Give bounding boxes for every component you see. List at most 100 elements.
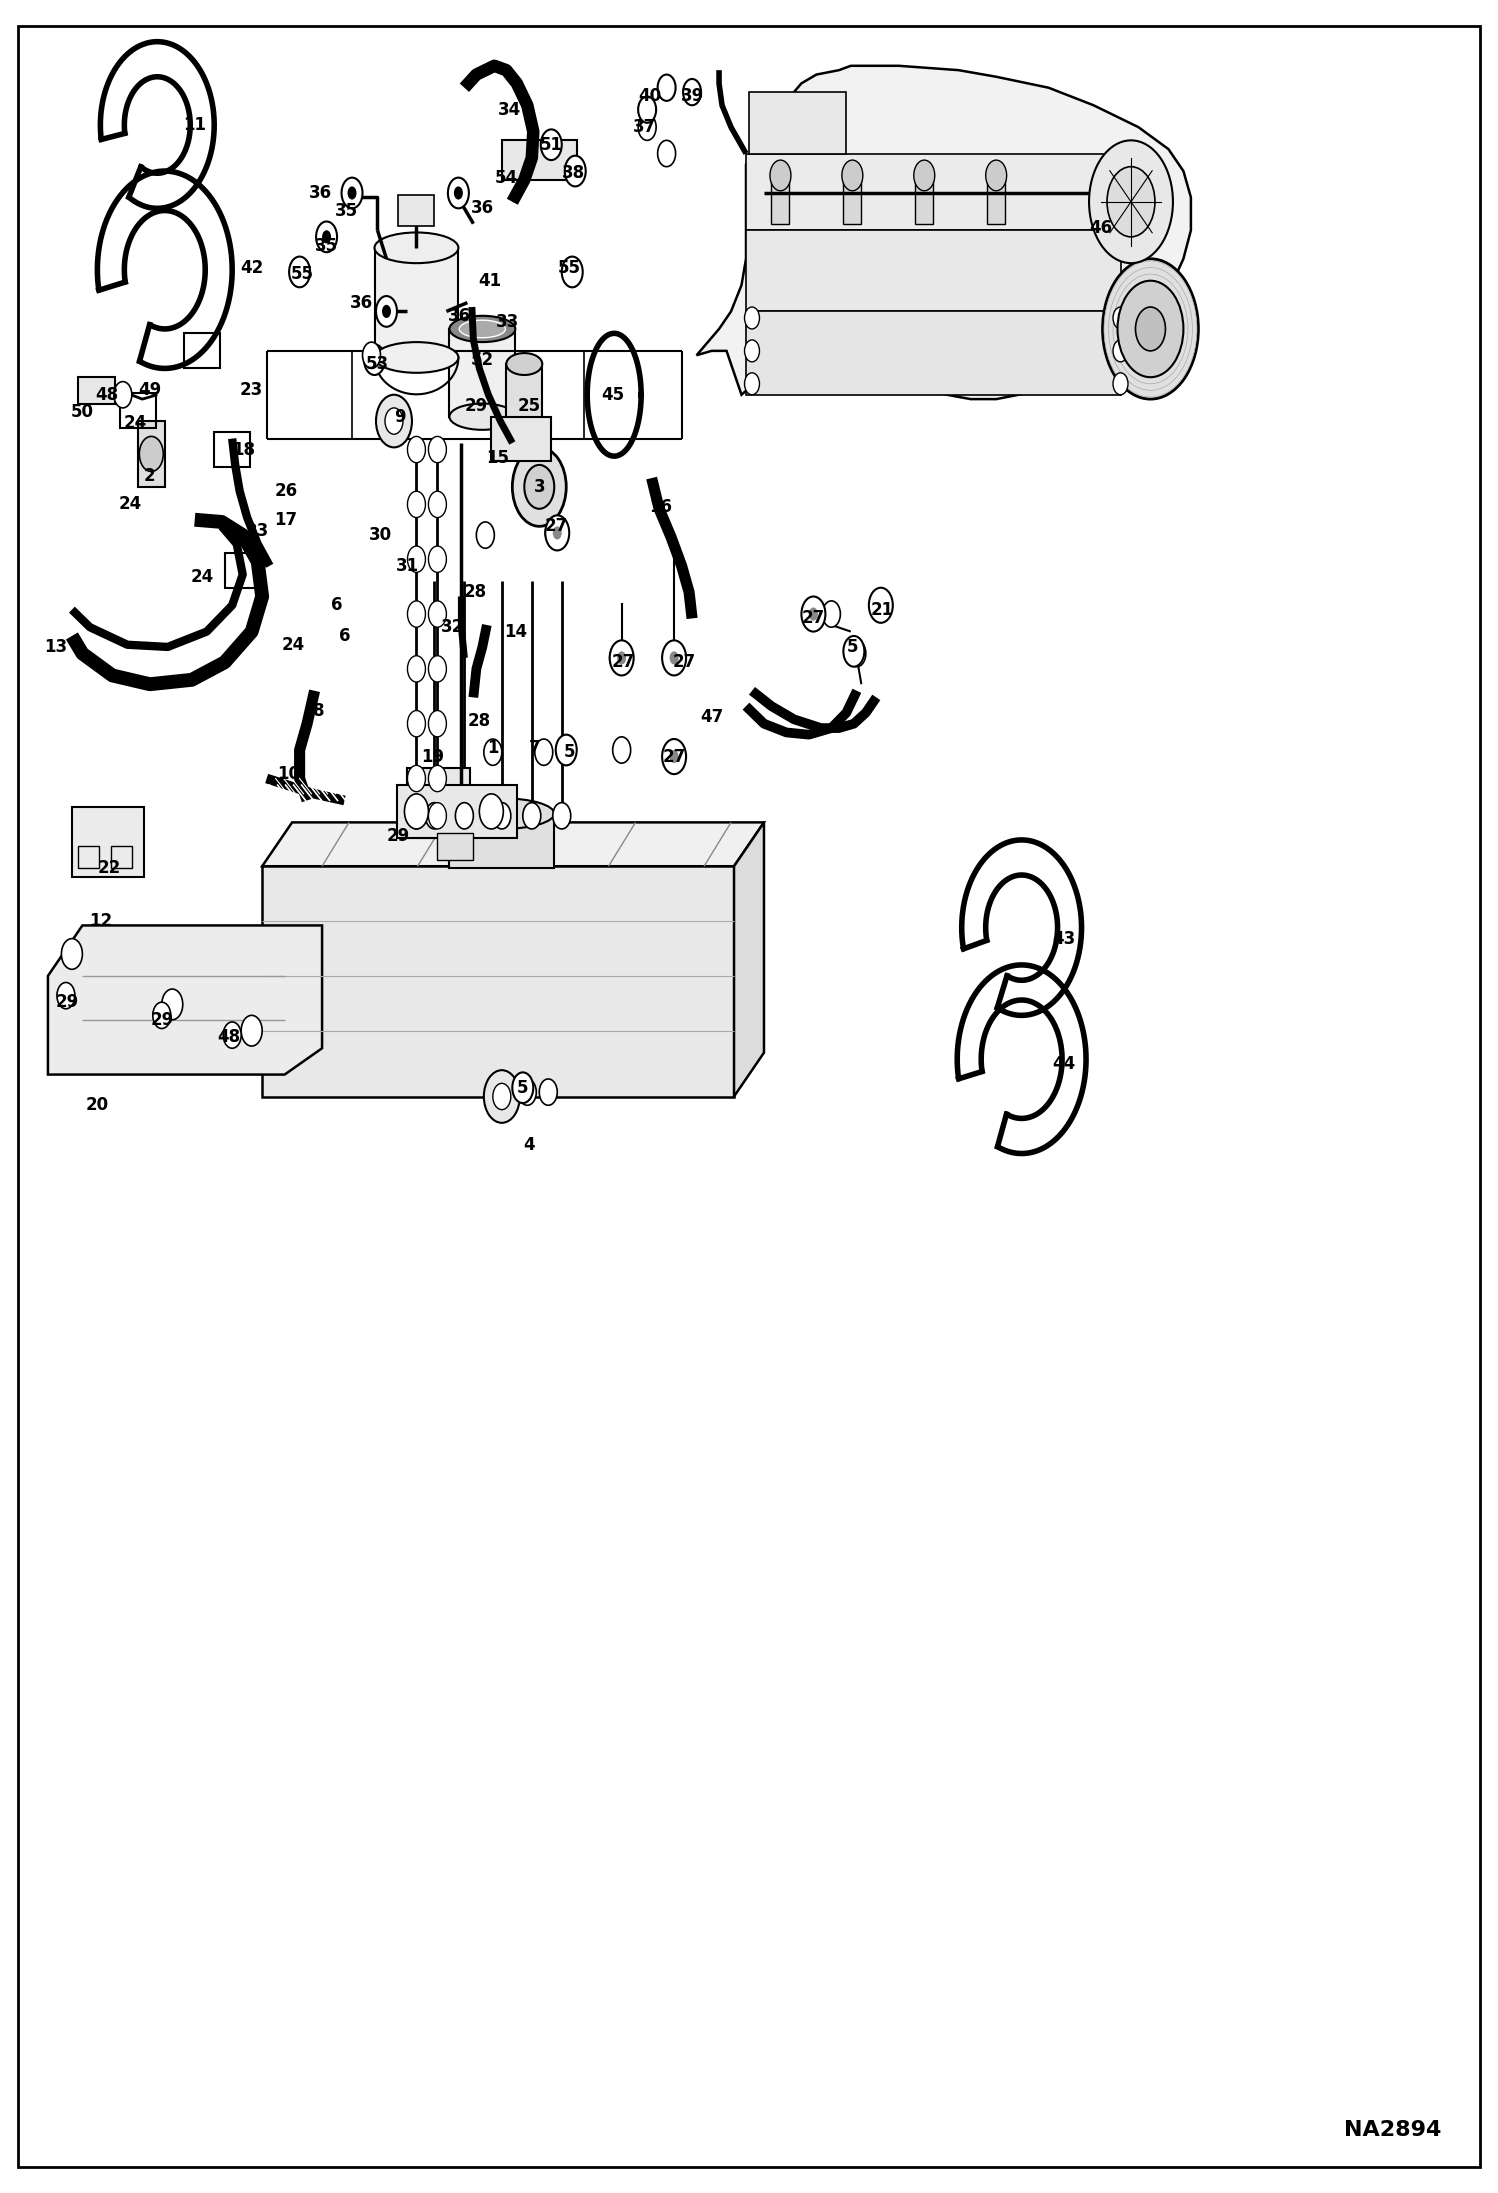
- Circle shape: [553, 526, 562, 539]
- Circle shape: [523, 803, 541, 829]
- Text: 27: 27: [544, 518, 568, 535]
- Bar: [502, 140, 577, 180]
- Ellipse shape: [449, 404, 515, 430]
- Circle shape: [563, 261, 581, 287]
- Text: 7: 7: [529, 739, 541, 757]
- Circle shape: [425, 803, 443, 829]
- Circle shape: [545, 520, 563, 546]
- Circle shape: [428, 601, 446, 627]
- Circle shape: [476, 522, 494, 548]
- Text: 1: 1: [487, 739, 499, 757]
- Circle shape: [670, 651, 679, 664]
- Bar: [78, 377, 115, 404]
- Text: 29: 29: [150, 1011, 174, 1029]
- Text: 23: 23: [246, 522, 270, 539]
- Text: 36: 36: [309, 184, 333, 202]
- Circle shape: [407, 601, 425, 627]
- Circle shape: [638, 96, 656, 123]
- Text: 18: 18: [232, 441, 256, 458]
- Bar: [843, 175, 861, 224]
- Text: 5: 5: [517, 1079, 529, 1096]
- Text: 35: 35: [334, 202, 358, 219]
- Text: 43: 43: [1052, 930, 1076, 947]
- Circle shape: [484, 1070, 520, 1123]
- Circle shape: [565, 156, 586, 186]
- Circle shape: [428, 711, 446, 737]
- Circle shape: [658, 75, 676, 101]
- Text: 48: 48: [217, 1029, 241, 1046]
- Bar: [749, 92, 846, 154]
- Circle shape: [493, 803, 511, 829]
- Text: 24: 24: [123, 414, 147, 432]
- Circle shape: [662, 739, 686, 774]
- Circle shape: [524, 465, 554, 509]
- Text: 27: 27: [662, 748, 686, 765]
- Text: 28: 28: [463, 583, 487, 601]
- Text: 40: 40: [638, 88, 662, 105]
- Bar: [746, 311, 1121, 395]
- Circle shape: [385, 408, 403, 434]
- Bar: [397, 785, 517, 838]
- Circle shape: [428, 765, 446, 792]
- Circle shape: [1113, 373, 1128, 395]
- Ellipse shape: [374, 232, 458, 263]
- Bar: [78, 846, 99, 868]
- Text: 22: 22: [97, 860, 121, 877]
- Bar: [225, 553, 261, 588]
- Circle shape: [404, 794, 428, 829]
- Circle shape: [428, 546, 446, 572]
- Bar: [771, 175, 789, 224]
- Circle shape: [545, 515, 569, 550]
- Text: 38: 38: [562, 164, 586, 182]
- Circle shape: [683, 79, 701, 105]
- Text: 5: 5: [846, 638, 858, 656]
- Bar: [407, 768, 470, 838]
- Circle shape: [289, 257, 310, 287]
- Text: 20: 20: [85, 1096, 109, 1114]
- Ellipse shape: [449, 798, 554, 829]
- Circle shape: [348, 186, 357, 200]
- Circle shape: [376, 296, 397, 327]
- Text: 13: 13: [43, 638, 67, 656]
- Circle shape: [1135, 307, 1165, 351]
- Circle shape: [1107, 167, 1155, 237]
- Bar: [398, 195, 434, 226]
- Circle shape: [553, 803, 571, 829]
- Text: 47: 47: [700, 708, 724, 726]
- Bar: [214, 432, 250, 467]
- Circle shape: [658, 140, 676, 167]
- Circle shape: [407, 765, 425, 792]
- Text: 39: 39: [680, 88, 704, 105]
- Text: 36: 36: [448, 307, 472, 325]
- Circle shape: [407, 491, 425, 518]
- Text: 50: 50: [70, 404, 94, 421]
- Polygon shape: [48, 925, 322, 1075]
- Text: 36: 36: [470, 200, 494, 217]
- Circle shape: [809, 607, 818, 621]
- Text: 17: 17: [274, 511, 298, 529]
- Text: 19: 19: [421, 748, 445, 765]
- Text: 11: 11: [183, 116, 207, 134]
- Circle shape: [376, 395, 412, 447]
- Circle shape: [153, 1002, 171, 1029]
- Text: 5: 5: [563, 743, 575, 761]
- Circle shape: [539, 1079, 557, 1105]
- Bar: [72, 807, 144, 877]
- Text: 12: 12: [88, 912, 112, 930]
- Ellipse shape: [460, 320, 505, 338]
- Circle shape: [986, 160, 1007, 191]
- Circle shape: [382, 305, 391, 318]
- Circle shape: [848, 640, 866, 667]
- Text: 29: 29: [55, 993, 79, 1011]
- Text: 33: 33: [496, 314, 520, 331]
- Text: 35: 35: [315, 237, 339, 254]
- Text: 49: 49: [138, 382, 162, 399]
- Circle shape: [162, 989, 183, 1020]
- Bar: [915, 175, 933, 224]
- Text: 27: 27: [801, 610, 825, 627]
- Text: 21: 21: [870, 601, 894, 618]
- Polygon shape: [262, 822, 764, 866]
- Circle shape: [512, 1072, 533, 1103]
- Circle shape: [1113, 340, 1128, 362]
- Bar: [120, 393, 156, 428]
